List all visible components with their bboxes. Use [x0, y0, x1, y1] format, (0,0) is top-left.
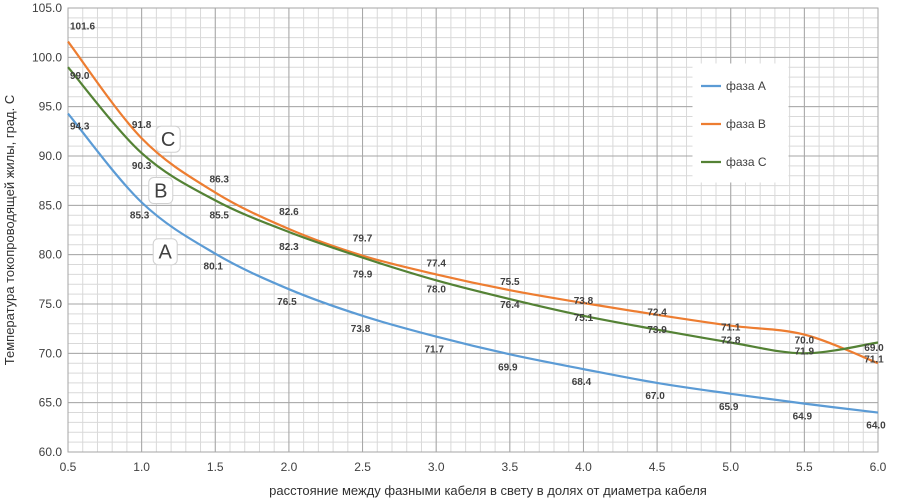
data-label-b: 73.9 [647, 325, 667, 336]
x-axis-title: расстояние между фазными кабеля в свету … [269, 483, 707, 498]
data-label-b: 71.9 [795, 347, 815, 358]
data-label-b: 76.4 [500, 300, 520, 311]
y-tick-label: 65.0 [39, 396, 63, 410]
x-tick-label: 2.0 [281, 460, 298, 474]
x-tick-label: 0.5 [60, 460, 77, 474]
data-label-a: 94.3 [70, 122, 90, 133]
data-label-c: 75.5 [500, 277, 520, 288]
y-axis-tick-labels: 60.0 65.0 70.0 75.0 80.0 85.0 90.0 95.0 100.0 105… [32, 1, 62, 459]
data-label-b: 91.8 [132, 120, 152, 131]
y-tick-label: 105.0 [32, 1, 62, 15]
callout-box [148, 177, 174, 205]
data-label-c: 99.0 [70, 71, 90, 82]
data-label-c: 79.7 [353, 234, 373, 245]
y-tick-label: 70.0 [39, 346, 63, 360]
x-axis-tick-labels: 0.5 1.0 1.5 2.0 2.5 3.0 3.5 4.0 4.5 5.0 5.5 6.0 [60, 460, 887, 474]
data-label-c: 90.3 [132, 161, 152, 172]
data-label-c: 71.1 [721, 322, 741, 333]
data-label-a: 80.1 [204, 262, 224, 273]
data-label-b: 78.0 [426, 284, 446, 295]
data-label-a: 65.9 [719, 402, 739, 413]
x-tick-label: 3.0 [428, 460, 445, 474]
callout-box [155, 125, 181, 153]
data-label-c: 77.4 [426, 258, 446, 269]
data-label-b: 69.0 [864, 343, 884, 354]
data-labels: 94.3 85.3 80.1 76.5 73.8 71.7 69.9 68.4 67.0 65.9… [70, 22, 886, 432]
callout-label: A [159, 242, 173, 264]
x-tick-label: 1.0 [133, 460, 150, 474]
data-label-b: 75.1 [574, 313, 594, 324]
x-tick-label: 1.5 [207, 460, 224, 474]
y-tick-label: 75.0 [39, 297, 63, 311]
data-label-b: 86.3 [210, 175, 230, 186]
curve-callouts: C B A [148, 125, 181, 266]
data-label-c: 73.8 [574, 296, 594, 307]
data-label-a: 85.3 [130, 210, 150, 221]
x-tick-label: 5.0 [722, 460, 739, 474]
data-label-c: 70.0 [795, 335, 815, 346]
x-tick-label: 2.5 [354, 460, 371, 474]
y-tick-label: 80.0 [39, 248, 63, 262]
legend-label-a: фаза А [726, 79, 766, 93]
x-tick-label: 3.5 [501, 460, 518, 474]
data-label-a: 64.0 [866, 421, 886, 432]
data-label-c: 72.4 [647, 308, 667, 319]
legend: фаза А фаза В фаза С [692, 63, 789, 183]
data-label-a: 67.0 [645, 391, 665, 402]
data-label-c: 85.5 [210, 210, 230, 221]
y-tick-label: 85.0 [39, 198, 63, 212]
x-tick-label: 4.0 [575, 460, 592, 474]
series-lines [67, 40, 879, 414]
data-label-c: 71.1 [864, 354, 884, 365]
callout-label: B [154, 181, 167, 203]
series-line-a [67, 112, 879, 414]
y-tick-label: 90.0 [39, 149, 63, 163]
data-label-b: 101.6 [70, 22, 95, 33]
series-line-b [67, 40, 879, 365]
data-label-b: 72.8 [721, 336, 741, 347]
series-line-c [67, 66, 879, 355]
legend-label-b: фаза В [726, 117, 766, 131]
x-tick-label: 4.5 [649, 460, 666, 474]
data-label-a: 76.5 [277, 297, 297, 308]
data-label-a: 73.8 [351, 324, 371, 335]
y-axis-title: Температура токопроводящей жилы, град. С [2, 95, 17, 365]
data-label-a: 71.7 [424, 345, 444, 356]
callout-label: C [161, 129, 175, 151]
plot-area-frame [67, 7, 879, 453]
data-label-b: 82.6 [279, 207, 299, 218]
y-tick-label: 100.0 [32, 50, 62, 64]
y-tick-label: 95.0 [39, 100, 63, 114]
data-label-b: 79.9 [353, 270, 373, 281]
x-tick-label: 5.5 [796, 460, 813, 474]
data-label-a: 68.4 [572, 377, 592, 388]
y-tick-label: 60.0 [39, 445, 63, 459]
callout-box [152, 238, 178, 266]
x-tick-label: 6.0 [870, 460, 887, 474]
data-label-c: 82.3 [279, 242, 299, 253]
data-label-a: 69.9 [498, 362, 518, 373]
legend-label-c: фаза С [726, 155, 767, 169]
data-label-a: 64.9 [793, 412, 813, 423]
